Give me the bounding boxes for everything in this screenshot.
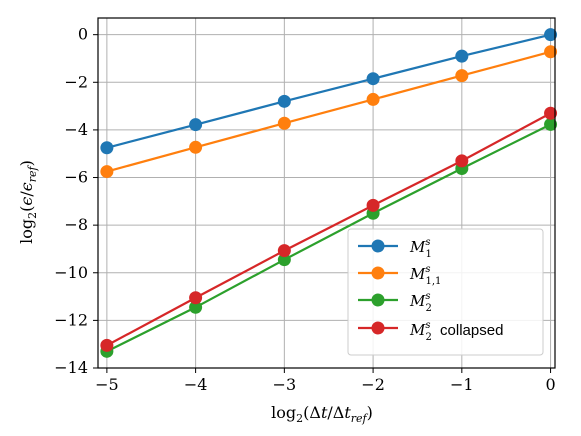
series-line-3	[106, 112, 552, 347]
data-point-0	[366, 72, 380, 86]
series-line-0	[106, 33, 551, 149]
series-lines	[100, 28, 558, 358]
x-tick-label: −2	[361, 375, 385, 394]
x-tick-label: −3	[273, 375, 297, 394]
y-axis-label: log2(ϵ/ϵref)	[17, 160, 39, 244]
data-point-0	[189, 118, 203, 132]
data-point-1	[189, 140, 203, 154]
data-point-0	[277, 94, 291, 108]
x-tick-label: 0	[545, 375, 555, 394]
legend-marker-0	[371, 239, 385, 253]
y-tick-label: −12	[54, 310, 88, 329]
data-point-3	[544, 106, 558, 120]
data-point-1	[455, 69, 469, 83]
data-point-1	[100, 165, 114, 179]
data-point-1	[277, 116, 291, 130]
data-point-3	[366, 198, 380, 212]
x-tick-label: −5	[95, 375, 119, 394]
plot-area-border	[97, 17, 556, 369]
legend-marker-1	[371, 266, 385, 280]
legend-box	[347, 228, 544, 356]
data-point-3	[100, 338, 114, 352]
y-tick-label: −4	[64, 120, 88, 139]
legend-marker-2	[371, 293, 385, 307]
data-point-2	[277, 253, 291, 267]
data-point-2	[189, 300, 203, 314]
legend: Ms 1 Ms 1,1 Ms 2 Ms 2 collapsed	[347, 228, 544, 356]
data-point-1	[366, 92, 380, 106]
plot-frame	[97, 17, 556, 369]
legend-label-m11s: Ms 1,1	[409, 264, 441, 287]
legend-label-m2s: Ms 2	[409, 291, 432, 314]
y-tick-label: −2	[64, 72, 88, 91]
data-point-3	[189, 291, 203, 305]
legend-label-m1s: Ms 1	[409, 237, 432, 260]
data-point-0	[455, 49, 469, 63]
y-tick-label: −8	[64, 215, 88, 234]
y-tick-label: −14	[54, 358, 88, 377]
y-tick-label: 0	[78, 25, 88, 44]
data-point-0	[100, 141, 114, 155]
legend-label-m2s-collapsed: Ms 2 collapsed	[409, 320, 503, 343]
data-point-3	[277, 244, 291, 258]
data-point-2	[544, 117, 558, 131]
y-tick-label: −10	[54, 263, 88, 282]
data-point-3	[455, 154, 469, 168]
legend-marker-3	[371, 321, 385, 335]
x-tick-label: −4	[184, 375, 208, 394]
data-point-0	[544, 28, 558, 42]
data-point-1	[544, 45, 558, 59]
series-line-2	[106, 123, 552, 353]
series-line-1	[106, 50, 551, 173]
y-tick-label: −6	[64, 168, 88, 187]
x-tick-label: −1	[450, 375, 474, 394]
x-axis-label: log2(Δt/Δtref)	[271, 403, 373, 425]
axis-ticks: −5 −4 −3 −2 −1 0−14−12−10−8−6−4−20	[54, 25, 555, 394]
